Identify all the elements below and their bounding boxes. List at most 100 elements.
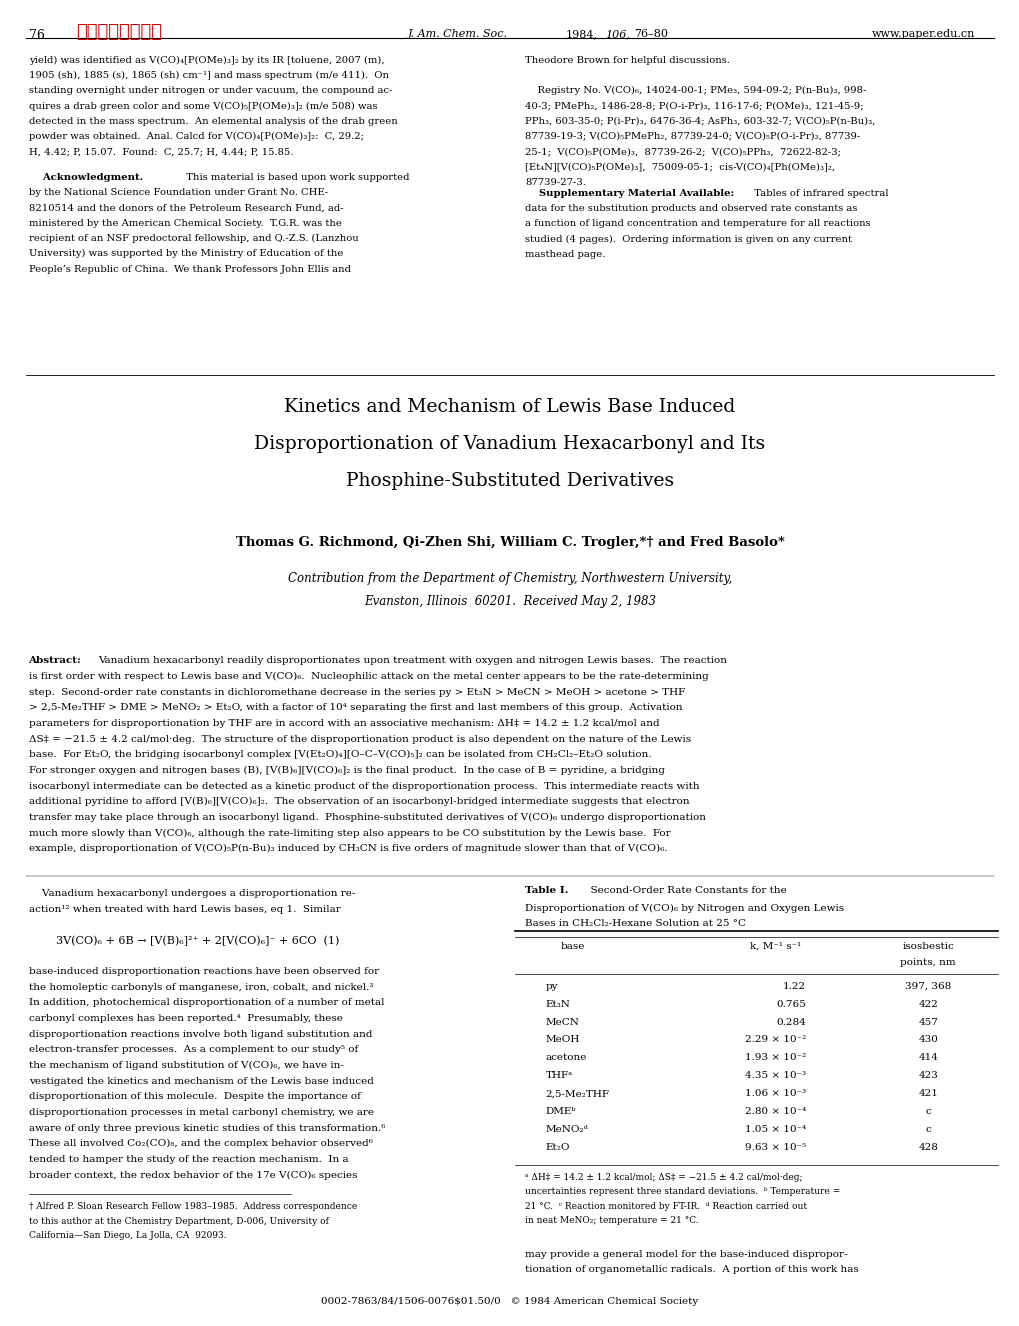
Text: recipient of an NSF predoctoral fellowship, and Q.-Z.S. (Lanzhou: recipient of an NSF predoctoral fellowsh… [29,235,358,243]
Text: isosbestic: isosbestic [902,941,953,951]
Text: data for the substitution products and observed rate constants as: data for the substitution products and o… [525,204,857,213]
Text: www.paper.edu.cn: www.paper.edu.cn [871,29,974,40]
Text: For stronger oxygen and nitrogen bases (B), [V(B)₆][V(CO)₆]₂ is the final produc: For stronger oxygen and nitrogen bases (… [29,766,664,774]
Text: tended to hamper the study of the reaction mechanism.  In a: tended to hamper the study of the reacti… [29,1155,347,1164]
Text: Phosphine-Substituted Derivatives: Phosphine-Substituted Derivatives [345,472,674,491]
Text: 21 °C.  ᶜ Reaction monitored by FT-IR.  ᵈ Reaction carried out: 21 °C. ᶜ Reaction monitored by FT-IR. ᵈ … [525,1201,807,1211]
Text: example, disproportionation of V(CO)₅P(n-Bu)₃ induced by CH₃CN is five orders of: example, disproportionation of V(CO)₅P(n… [29,845,666,853]
Text: Acknowledgment.: Acknowledgment. [29,174,143,182]
Text: Disproportionation of V(CO)₆ by Nitrogen and Oxygen Lewis: Disproportionation of V(CO)₆ by Nitrogen… [525,903,844,912]
Text: Vanadium hexacarbonyl undergoes a disproportionation re-: Vanadium hexacarbonyl undergoes a dispro… [29,888,355,898]
Text: H, 4.42; P, 15.07.  Found:  C, 25.7; H, 4.44; P, 15.85.: H, 4.42; P, 15.07. Found: C, 25.7; H, 4.… [29,147,292,156]
Text: 1.22: 1.22 [782,981,805,991]
Text: DMEᵇ: DMEᵇ [545,1107,576,1116]
Text: tionation of organometallic radicals.  A portion of this work has: tionation of organometallic radicals. A … [525,1265,858,1274]
Text: 2,5-Me₂THF: 2,5-Me₂THF [545,1089,609,1098]
Text: acetone: acetone [545,1053,587,1062]
Text: People’s Republic of China.  We thank Professors John Ellis and: People’s Republic of China. We thank Pro… [29,265,351,273]
Text: to this author at the Chemistry Department, D-006, University of: to this author at the Chemistry Departme… [29,1217,328,1225]
Text: ΔS‡ = −21.5 ± 4.2 cal/mol·deg.  The structure of the disproportionation product : ΔS‡ = −21.5 ± 4.2 cal/mol·deg. The struc… [29,735,690,744]
Text: py: py [545,981,557,991]
Text: 76: 76 [29,29,45,42]
Text: 106,: 106, [604,29,629,40]
Text: THFᵃ: THFᵃ [545,1071,573,1081]
Text: University) was supported by the Ministry of Education of the: University) was supported by the Ministr… [29,249,342,259]
Text: aware of only three previous kinetic studies of this transformation.⁶: aware of only three previous kinetic stu… [29,1123,384,1132]
Text: 457: 457 [917,1017,937,1026]
Text: Abstract:: Abstract: [29,656,82,666]
Text: These all involved Co₂(CO)₈, and the complex behavior observed⁶: These all involved Co₂(CO)₈, and the com… [29,1139,372,1148]
Text: 9.63 × 10⁻⁵: 9.63 × 10⁻⁵ [744,1143,805,1152]
Text: Et₂O: Et₂O [545,1143,570,1152]
Text: 421: 421 [917,1089,937,1098]
Text: is first order with respect to Lewis base and V(CO)₆.  Nucleophilic attack on th: is first order with respect to Lewis bas… [29,672,707,682]
Text: additional pyridine to afford [V(B)₆][V(CO)₆]₂.  The observation of an isocarbon: additional pyridine to afford [V(B)₆][V(… [29,797,689,806]
Text: 0002-7863/84/1506-0076$01.50/0   © 1984 American Chemical Society: 0002-7863/84/1506-0076$01.50/0 © 1984 Am… [321,1297,698,1306]
Text: in neat MeNO₂; temperature = 21 °C.: in neat MeNO₂; temperature = 21 °C. [525,1216,698,1225]
Text: 397, 368: 397, 368 [904,981,951,991]
Text: electron-transfer processes.  As a complement to our study⁵ of: electron-transfer processes. As a comple… [29,1045,358,1054]
Text: disproportionation processes in metal carbonyl chemistry, we are: disproportionation processes in metal ca… [29,1109,373,1116]
Text: base: base [560,941,585,951]
Text: 428: 428 [917,1143,937,1152]
Text: This material is based upon work supported: This material is based upon work support… [179,174,409,182]
Text: 中国科技论文在线: 中国科技论文在线 [76,23,162,41]
Text: 4.35 × 10⁻³: 4.35 × 10⁻³ [744,1071,805,1081]
Text: > 2,5-Me₂THF > DME > MeNO₂ > Et₂O, with a factor of 10⁴ separating the first and: > 2,5-Me₂THF > DME > MeNO₂ > Et₂O, with … [29,703,682,712]
Text: isocarbonyl intermediate can be detected as a kinetic product of the disproporti: isocarbonyl intermediate can be detected… [29,781,698,790]
Text: quires a drab green color and some V(CO)₅[P(OMe)₃]₂ (m/e 508) was: quires a drab green color and some V(CO)… [29,102,377,110]
Text: Second-Order Rate Constants for the: Second-Order Rate Constants for the [584,886,787,895]
Text: Theodore Brown for helpful discussions.: Theodore Brown for helpful discussions. [525,56,730,65]
Text: a function of ligand concentration and temperature for all reactions: a function of ligand concentration and t… [525,220,870,228]
Text: Bases in CH₂Cl₂-Hexane Solution at 25 °C: Bases in CH₂Cl₂-Hexane Solution at 25 °C [525,919,746,928]
Text: base-induced disproportionation reactions have been observed for: base-induced disproportionation reaction… [29,967,378,976]
Text: 0.765: 0.765 [775,1000,805,1009]
Text: Kinetics and Mechanism of Lewis Base Induced: Kinetics and Mechanism of Lewis Base Ind… [284,398,735,416]
Text: In addition, photochemical disproportionation of a number of metal: In addition, photochemical disproportion… [29,998,384,1008]
Text: transfer may take place through an isocarbonyl ligand.  Phosphine-substituted de: transfer may take place through an isoca… [29,813,705,822]
Text: uncertainties represent three standard deviations.  ᵇ Temperature =: uncertainties represent three standard d… [525,1187,840,1196]
Text: 423: 423 [917,1071,937,1081]
Text: Table I.: Table I. [525,886,569,895]
Text: 1984,: 1984, [566,29,597,40]
Text: Registry No. V(CO)₆, 14024-00-1; PMe₃, 594-09-2; P(n-Bu)₃, 998-: Registry No. V(CO)₆, 14024-00-1; PMe₃, 5… [525,86,866,95]
Text: MeCN: MeCN [545,1017,579,1026]
Text: 1.06 × 10⁻³: 1.06 × 10⁻³ [744,1089,805,1098]
Text: 76–80: 76–80 [634,29,667,40]
Text: Tables of infrared spectral: Tables of infrared spectral [747,190,888,198]
Text: 87739-27-3.: 87739-27-3. [525,178,586,187]
Text: c: c [924,1124,930,1134]
Text: action¹² when treated with hard Lewis bases, eq 1.  Similar: action¹² when treated with hard Lewis ba… [29,904,340,914]
Text: step.  Second-order rate constants in dichloromethane decrease in the series py : step. Second-order rate constants in dic… [29,688,684,696]
Text: Supplementary Material Available:: Supplementary Material Available: [525,190,734,198]
Text: ᵃ ΔH‡ = 14.2 ± 1.2 kcal/mol; ΔS‡ = −21.5 ± 4.2 cal/mol·deg;: ᵃ ΔH‡ = 14.2 ± 1.2 kcal/mol; ΔS‡ = −21.5… [525,1172,802,1181]
Text: points, nm: points, nm [900,957,955,967]
Text: ministered by the American Chemical Society.  T.G.R. was the: ministered by the American Chemical Soci… [29,219,341,228]
Text: much more slowly than V(CO)₆, although the rate-limiting step also appears to be: much more slowly than V(CO)₆, although t… [29,829,669,838]
Text: 8210514 and the donors of the Petroleum Research Fund, ad-: 8210514 and the donors of the Petroleum … [29,204,342,212]
Text: by the National Science Foundation under Grant No. CHE-: by the National Science Foundation under… [29,188,327,198]
Text: PPh₃, 603-35-0; P(i-Pr)₃, 6476-36-4; AsPh₃, 603-32-7; V(CO)₅P(n-Bu)₃,: PPh₃, 603-35-0; P(i-Pr)₃, 6476-36-4; AsP… [525,117,875,126]
Text: base.  For Et₂O, the bridging isocarbonyl complex [V(Et₂O)₄][O–C–V(CO)₅]₂ can be: base. For Et₂O, the bridging isocarbonyl… [29,751,650,760]
Text: vestigated the kinetics and mechanism of the Lewis base induced: vestigated the kinetics and mechanism of… [29,1077,373,1086]
Text: J. Am. Chem. Soc.: J. Am. Chem. Soc. [408,29,507,40]
Text: disproportionation reactions involve both ligand substitution and: disproportionation reactions involve bot… [29,1030,372,1038]
Text: 1905 (sh), 1885 (s), 1865 (sh) cm⁻¹] and mass spectrum (m/e 411).  On: 1905 (sh), 1885 (s), 1865 (sh) cm⁻¹] and… [29,72,388,80]
Text: † Alfred P. Sloan Research Fellow 1983–1985.  Address correspondence: † Alfred P. Sloan Research Fellow 1983–1… [29,1203,357,1211]
Text: 422: 422 [917,1000,937,1009]
Text: Contribution from the Department of Chemistry, Northwestern University,: Contribution from the Department of Chem… [287,572,732,585]
Text: parameters for disproportionation by THF are in accord with an associative mecha: parameters for disproportionation by THF… [29,719,658,728]
Text: California—San Diego, La Jolla, CA  92093.: California—San Diego, La Jolla, CA 92093… [29,1232,226,1240]
Text: disproportionation of this molecule.  Despite the importance of: disproportionation of this molecule. Des… [29,1093,360,1102]
Text: the homoleptic carbonyls of manganese, iron, cobalt, and nickel.³: the homoleptic carbonyls of manganese, i… [29,983,373,992]
Text: Disproportionation of Vanadium Hexacarbonyl and Its: Disproportionation of Vanadium Hexacarbo… [254,435,765,453]
Text: Vanadium hexacarbonyl readily disproportionates upon treatment with oxygen and n: Vanadium hexacarbonyl readily disproport… [98,656,727,666]
Text: 25-1;  V(CO)₅P(OMe)₃,  87739-26-2;  V(CO)₅PPh₃,  72622-82-3;: 25-1; V(CO)₅P(OMe)₃, 87739-26-2; V(CO)₅P… [525,147,841,156]
Text: c: c [924,1107,930,1116]
Text: powder was obtained.  Anal. Calcd for V(CO)₄[P(OMe)₃]₂:  C, 29.2;: powder was obtained. Anal. Calcd for V(C… [29,133,363,141]
Text: 1.05 × 10⁻⁴: 1.05 × 10⁻⁴ [744,1124,805,1134]
Text: may provide a general model for the base-induced dispropor-: may provide a general model for the base… [525,1249,847,1258]
Text: 3V(CO)₆ + 6B → [V(B)₆]²⁺ + 2[V(CO)₆]⁻ + 6CO  (1): 3V(CO)₆ + 6B → [V(B)₆]²⁺ + 2[V(CO)₆]⁻ + … [56,936,339,947]
Text: MeNO₂ᵈ: MeNO₂ᵈ [545,1124,588,1134]
Text: Et₃N: Et₃N [545,1000,570,1009]
